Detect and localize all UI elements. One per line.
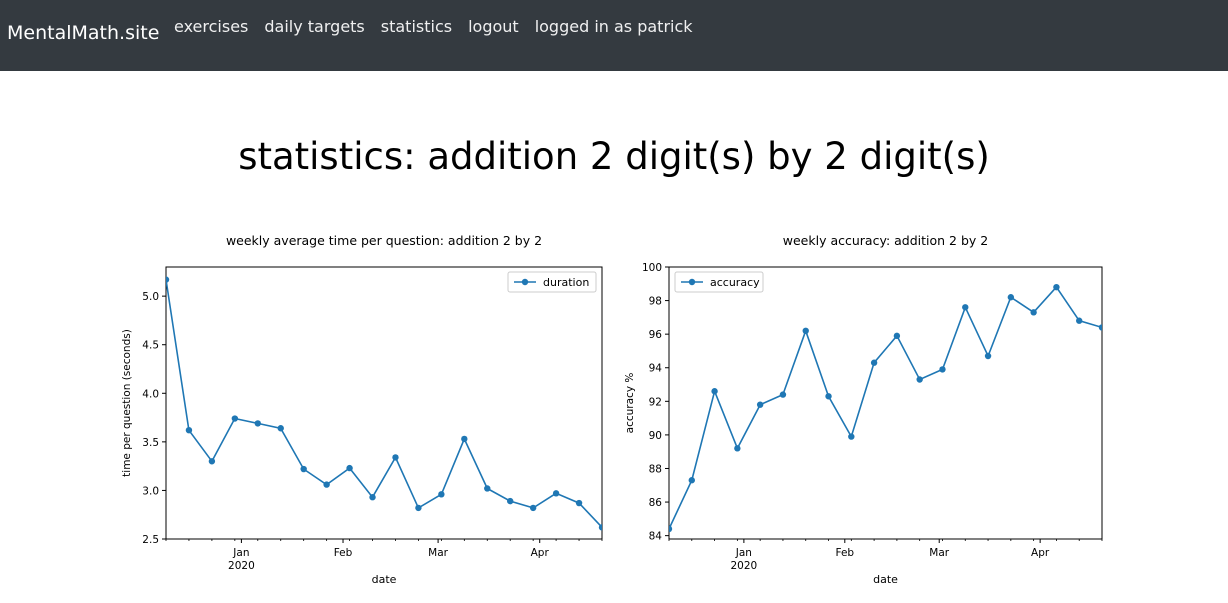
y-tick-label: 92 xyxy=(649,396,662,408)
nav-logged-in-user[interactable]: logged in as patrick xyxy=(534,17,693,36)
data-point-duration xyxy=(461,435,468,443)
x-tick-label: Apr xyxy=(1031,547,1050,559)
legend-box xyxy=(674,271,764,293)
accuracy-chart: weekly accuracy: addition 2 by 2 84 86 88 90… xyxy=(624,233,1103,586)
page-title: statistics: addition 2 digit(s) by 2 dig… xyxy=(238,135,990,178)
x-tick-label: Jan xyxy=(735,547,752,559)
plot-frame xyxy=(165,266,603,540)
y-tick-label: 88 xyxy=(649,463,662,475)
data-point-duration xyxy=(208,458,216,465)
nav-link-exercises[interactable]: exercises xyxy=(174,17,249,36)
y-tick-label: 5.0 xyxy=(142,291,159,303)
data-point-accuracy xyxy=(1053,283,1060,291)
legend-box xyxy=(507,271,597,293)
y-tick-label: 100 xyxy=(642,262,662,274)
data-point-accuracy xyxy=(711,388,718,395)
brand-link[interactable]: MentalMath.site xyxy=(7,22,160,44)
navbar: MentalMath.site exercises daily targets … xyxy=(0,0,1228,71)
data-point-duration xyxy=(507,497,514,505)
x-tick-label: Feb xyxy=(334,547,353,559)
y-tick-label: 3.5 xyxy=(142,437,159,449)
legend-label: accuracy xyxy=(710,276,760,289)
y-tick-label: 86 xyxy=(649,497,663,509)
data-point-duration xyxy=(598,524,602,531)
y-tick-label: 94 xyxy=(649,363,663,375)
data-point-accuracy xyxy=(1076,317,1083,324)
series-line-accuracy xyxy=(669,285,1102,530)
data-point-accuracy xyxy=(734,445,741,452)
y-tick-label: 98 xyxy=(649,296,662,308)
y-tick-label: 4.0 xyxy=(142,388,159,400)
data-point-duration xyxy=(323,481,330,488)
nav-link-daily-targets[interactable]: daily targets xyxy=(264,17,365,36)
data-point-duration xyxy=(575,499,583,507)
data-point-accuracy xyxy=(688,477,695,484)
data-point-accuracy xyxy=(870,359,878,366)
nav-link-logout[interactable]: logout xyxy=(468,17,519,36)
data-point-duration xyxy=(300,465,307,473)
y-tick-label: 4.5 xyxy=(142,340,159,352)
nav-link-statistics[interactable]: statistics xyxy=(380,17,453,36)
data-point-duration xyxy=(392,454,399,461)
y-tick-label: 90 xyxy=(649,430,662,442)
series-duration xyxy=(166,276,602,531)
duration-chart: weekly average time per question: additi… xyxy=(121,233,603,586)
x-tick-label: Mar xyxy=(929,547,949,559)
series-line-duration xyxy=(166,279,602,528)
data-point-duration xyxy=(185,427,193,434)
x-tick-year-label: 2020 xyxy=(731,560,758,572)
data-point-accuracy xyxy=(984,352,992,360)
x-tick-label: Jan xyxy=(232,547,249,559)
data-point-accuracy xyxy=(1007,294,1015,301)
x-tick-label: Mar xyxy=(428,547,448,559)
data-point-accuracy xyxy=(669,525,673,533)
data-point-accuracy xyxy=(1030,309,1037,316)
plot-frame xyxy=(668,266,1103,540)
legend-marker xyxy=(521,278,529,286)
data-point-accuracy xyxy=(893,332,901,340)
x-tick-label: Apr xyxy=(531,547,550,559)
x-axis-label: date xyxy=(372,573,397,586)
data-point-accuracy xyxy=(756,401,764,408)
data-point-accuracy xyxy=(962,304,969,311)
data-point-duration xyxy=(166,276,170,283)
data-point-accuracy xyxy=(825,393,832,400)
y-tick-label: 96 xyxy=(649,329,663,341)
data-point-duration xyxy=(231,415,239,422)
x-tick-label: Feb xyxy=(836,547,855,559)
y-axis-label: accuracy % xyxy=(624,373,636,434)
data-point-accuracy xyxy=(939,366,946,373)
data-point-accuracy xyxy=(916,376,923,383)
y-tick-label: 2.5 xyxy=(142,534,159,546)
data-point-accuracy xyxy=(1098,324,1102,331)
y-tick-label: 84 xyxy=(649,531,663,543)
legend-label: duration xyxy=(543,276,589,289)
data-point-duration xyxy=(346,464,353,472)
x-axis-label: date xyxy=(873,573,898,586)
data-point-duration xyxy=(529,504,537,512)
chart-title: weekly average time per question: additi… xyxy=(226,233,542,248)
legend: duration xyxy=(507,271,597,293)
data-point-accuracy xyxy=(779,391,787,398)
data-point-duration xyxy=(484,485,491,492)
series-accuracy xyxy=(669,283,1102,533)
data-point-accuracy xyxy=(848,433,855,440)
y-axis-label: time per question (seconds) xyxy=(121,329,133,477)
data-point-duration xyxy=(438,491,445,498)
x-tick-year-label: 2020 xyxy=(228,560,255,572)
y-tick-label: 3.0 xyxy=(142,485,159,497)
chart-title: weekly accuracy: addition 2 by 2 xyxy=(783,233,988,248)
nav-links: exercises daily targets statistics logou… xyxy=(174,17,709,37)
data-point-duration xyxy=(254,420,261,427)
legend: accuracy xyxy=(674,271,764,293)
data-point-duration xyxy=(277,425,284,432)
data-point-duration xyxy=(552,490,560,497)
data-point-accuracy xyxy=(802,327,809,335)
data-point-duration xyxy=(415,504,422,512)
legend-marker xyxy=(688,278,696,286)
data-point-duration xyxy=(369,494,376,501)
